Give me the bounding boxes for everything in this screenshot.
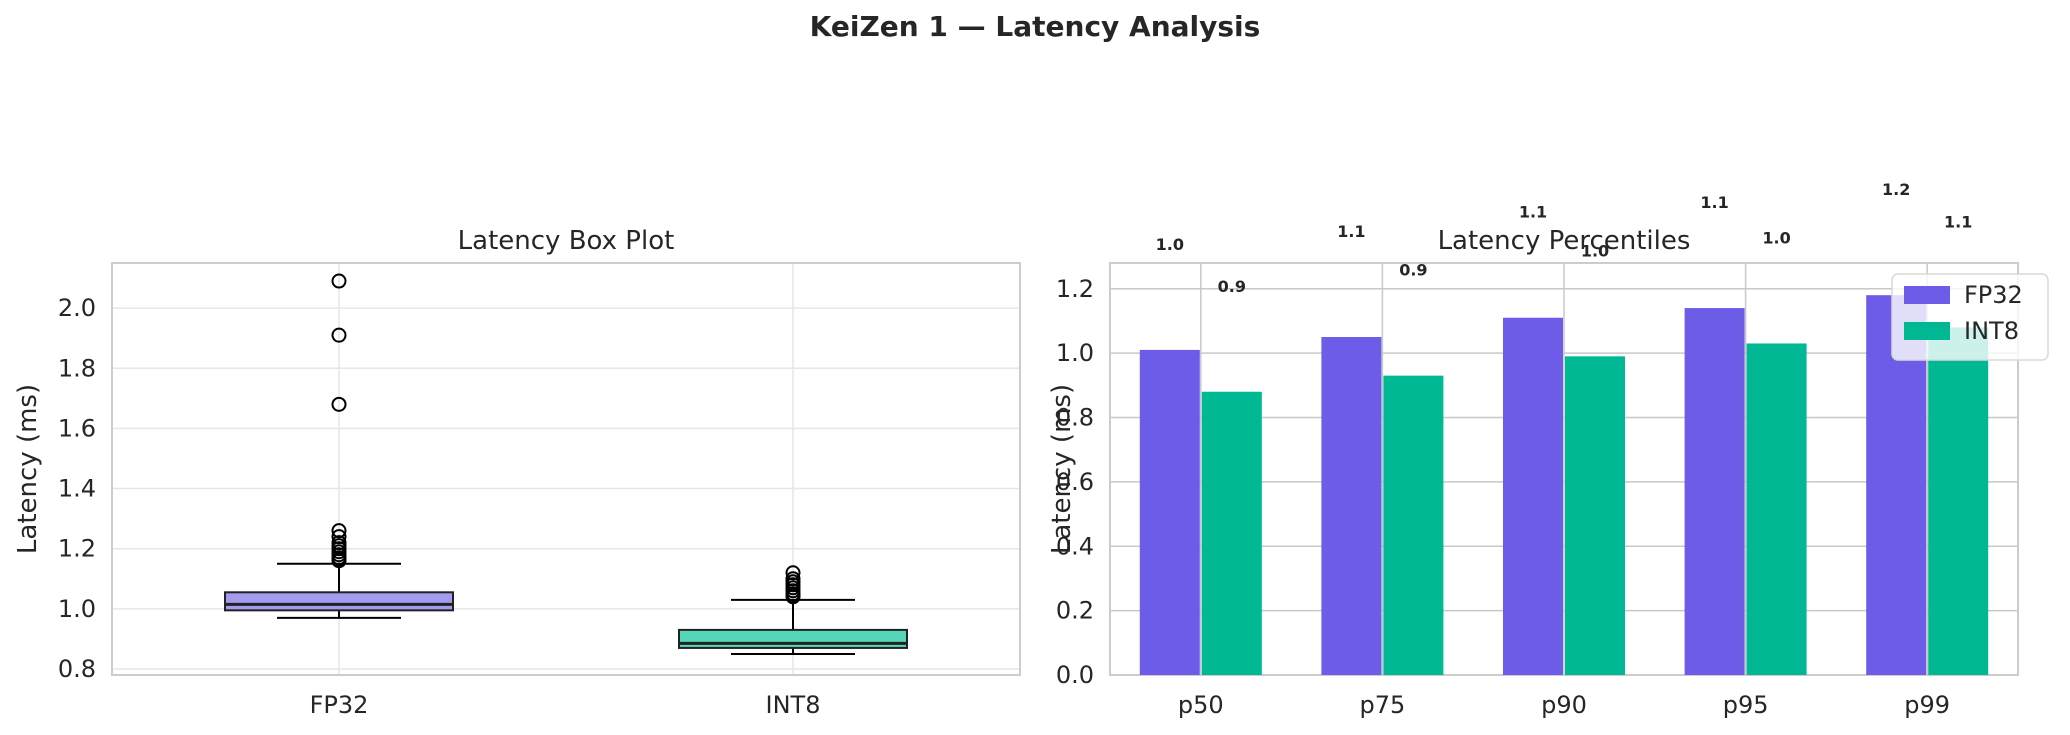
legend-label-int8: INT8	[1964, 317, 2019, 345]
bar-x-tick-label: p95	[1723, 691, 1769, 719]
box-plot-panel: 0.8 1.0 1.2 1.4 1.6 1.8 2.0 FP32 INT8 Latency Box…	[13, 226, 1021, 719]
bar-int8	[1928, 327, 1989, 675]
box-y-tick-label: 2.0	[58, 294, 96, 322]
box-y-tick-label: 0.8	[58, 655, 96, 683]
box-iqr	[224, 591, 454, 612]
bar-int8	[1746, 343, 1807, 675]
bar-plot-title: Latency Percentiles	[1438, 226, 1691, 256]
figure-title: KeiZen 1 — Latency Analysis	[810, 10, 1261, 43]
legend-swatch-fp32	[1904, 286, 1950, 304]
box-plot-title: Latency Box Plot	[458, 226, 675, 256]
bar-value-label: 1.1	[1700, 193, 1728, 212]
box-y-tick-label: 1.8	[58, 354, 96, 382]
box-y-tick-label: 1.2	[58, 535, 96, 563]
bar-y-tick-label: 0.6	[1056, 468, 1094, 496]
box-outlier	[331, 396, 347, 412]
bar-x-tick-label: p50	[1178, 691, 1224, 719]
bar-y-tick-label: 1.2	[1056, 275, 1094, 303]
legend-swatch-int8	[1904, 322, 1950, 340]
bar-int8	[1383, 375, 1444, 675]
bar-value-label: 1.1	[1944, 212, 1972, 231]
bar-y-tick-label: 0.4	[1056, 532, 1094, 560]
percentile-bar-panel: 1.0 1.1 1.1 1.1 1.2 0.9 0.9 1.0 1.0 1.1 0.0 0.2 0.4 0…	[1047, 180, 2049, 719]
box-plot-area	[112, 263, 1020, 675]
bar-x-tick-label: p90	[1541, 691, 1587, 719]
box-iqr	[678, 628, 908, 649]
box-y-tick-label: 1.0	[58, 595, 96, 623]
bar-value-label: 1.2	[1882, 180, 1910, 199]
bar-fp32	[1503, 317, 1563, 675]
box-x-tick-label: INT8	[766, 691, 821, 719]
legend-label-fp32: FP32	[1964, 281, 2023, 309]
bar-value-label: 1.0	[1156, 235, 1184, 254]
bar-value-label: 1.1	[1337, 222, 1365, 241]
box-plot-frame	[111, 262, 1021, 676]
bar-y-tick-label: 0.0	[1056, 661, 1094, 689]
bar-value-label: 0.9	[1399, 261, 1427, 280]
bar-int8	[1201, 391, 1262, 675]
bar-fp32	[1139, 349, 1200, 675]
box-y-tick-label: 1.4	[58, 475, 96, 503]
bar-plot-frame	[1109, 262, 2019, 676]
bar-x-tick-label: p75	[1360, 691, 1406, 719]
bar-y-axis-label: Latency (ms)	[1047, 384, 1077, 554]
bar-value-label: 1.1	[1519, 203, 1547, 222]
bar-y-tick-label: 0.8	[1056, 404, 1094, 432]
box-outlier	[331, 327, 347, 343]
box-outlier	[331, 553, 347, 569]
bar-value-label: 1.0	[1581, 241, 1609, 260]
bar-int8	[1565, 356, 1625, 675]
bar-x-tick-label: p99	[1904, 691, 1950, 719]
box-x-tick-label: FP32	[310, 691, 369, 719]
bar-value-label: 1.0	[1762, 228, 1790, 247]
box-outlier	[785, 589, 801, 605]
box-y-tick-label: 1.6	[58, 414, 96, 442]
bar-fp32	[1321, 337, 1382, 675]
bar-value-label: 0.9	[1218, 277, 1246, 296]
bar-fp32	[1684, 308, 1745, 675]
box-y-axis-label: Latency (ms)	[13, 384, 43, 554]
box-outlier	[331, 273, 347, 289]
bar-y-tick-label: 1.0	[1056, 339, 1094, 367]
bar-y-tick-label: 0.2	[1056, 597, 1094, 625]
